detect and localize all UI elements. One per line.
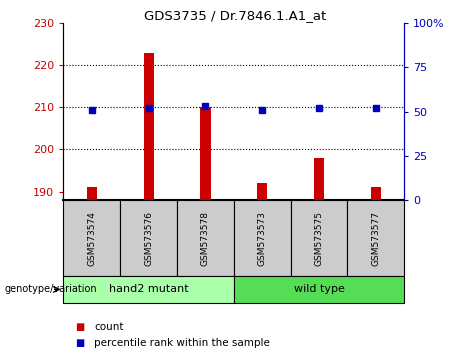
Bar bbox=[347, 200, 404, 276]
Text: GSM573573: GSM573573 bbox=[258, 211, 266, 266]
Text: ■: ■ bbox=[75, 338, 85, 348]
Text: count: count bbox=[94, 322, 124, 332]
Bar bbox=[257, 183, 267, 200]
Bar bbox=[120, 200, 177, 276]
Bar bbox=[290, 200, 347, 276]
Bar bbox=[63, 200, 120, 276]
Text: genotype/variation: genotype/variation bbox=[5, 284, 97, 295]
Text: GSM573574: GSM573574 bbox=[87, 211, 96, 266]
Text: hand2 mutant: hand2 mutant bbox=[109, 284, 188, 295]
Text: GDS3735 / Dr.7846.1.A1_at: GDS3735 / Dr.7846.1.A1_at bbox=[144, 9, 326, 22]
Bar bbox=[371, 187, 381, 200]
Bar bbox=[177, 200, 234, 276]
Text: GSM573576: GSM573576 bbox=[144, 211, 153, 266]
Text: GSM573575: GSM573575 bbox=[314, 211, 323, 266]
Bar bbox=[87, 187, 97, 200]
Bar bbox=[200, 107, 211, 200]
Bar bbox=[234, 276, 404, 303]
Text: GSM573578: GSM573578 bbox=[201, 211, 210, 266]
Text: GSM573577: GSM573577 bbox=[371, 211, 380, 266]
Text: wild type: wild type bbox=[294, 284, 345, 295]
Bar bbox=[234, 200, 290, 276]
Text: ■: ■ bbox=[75, 322, 85, 332]
Text: percentile rank within the sample: percentile rank within the sample bbox=[94, 338, 270, 348]
Bar bbox=[63, 276, 234, 303]
Bar bbox=[143, 52, 154, 200]
Bar bbox=[314, 158, 324, 200]
